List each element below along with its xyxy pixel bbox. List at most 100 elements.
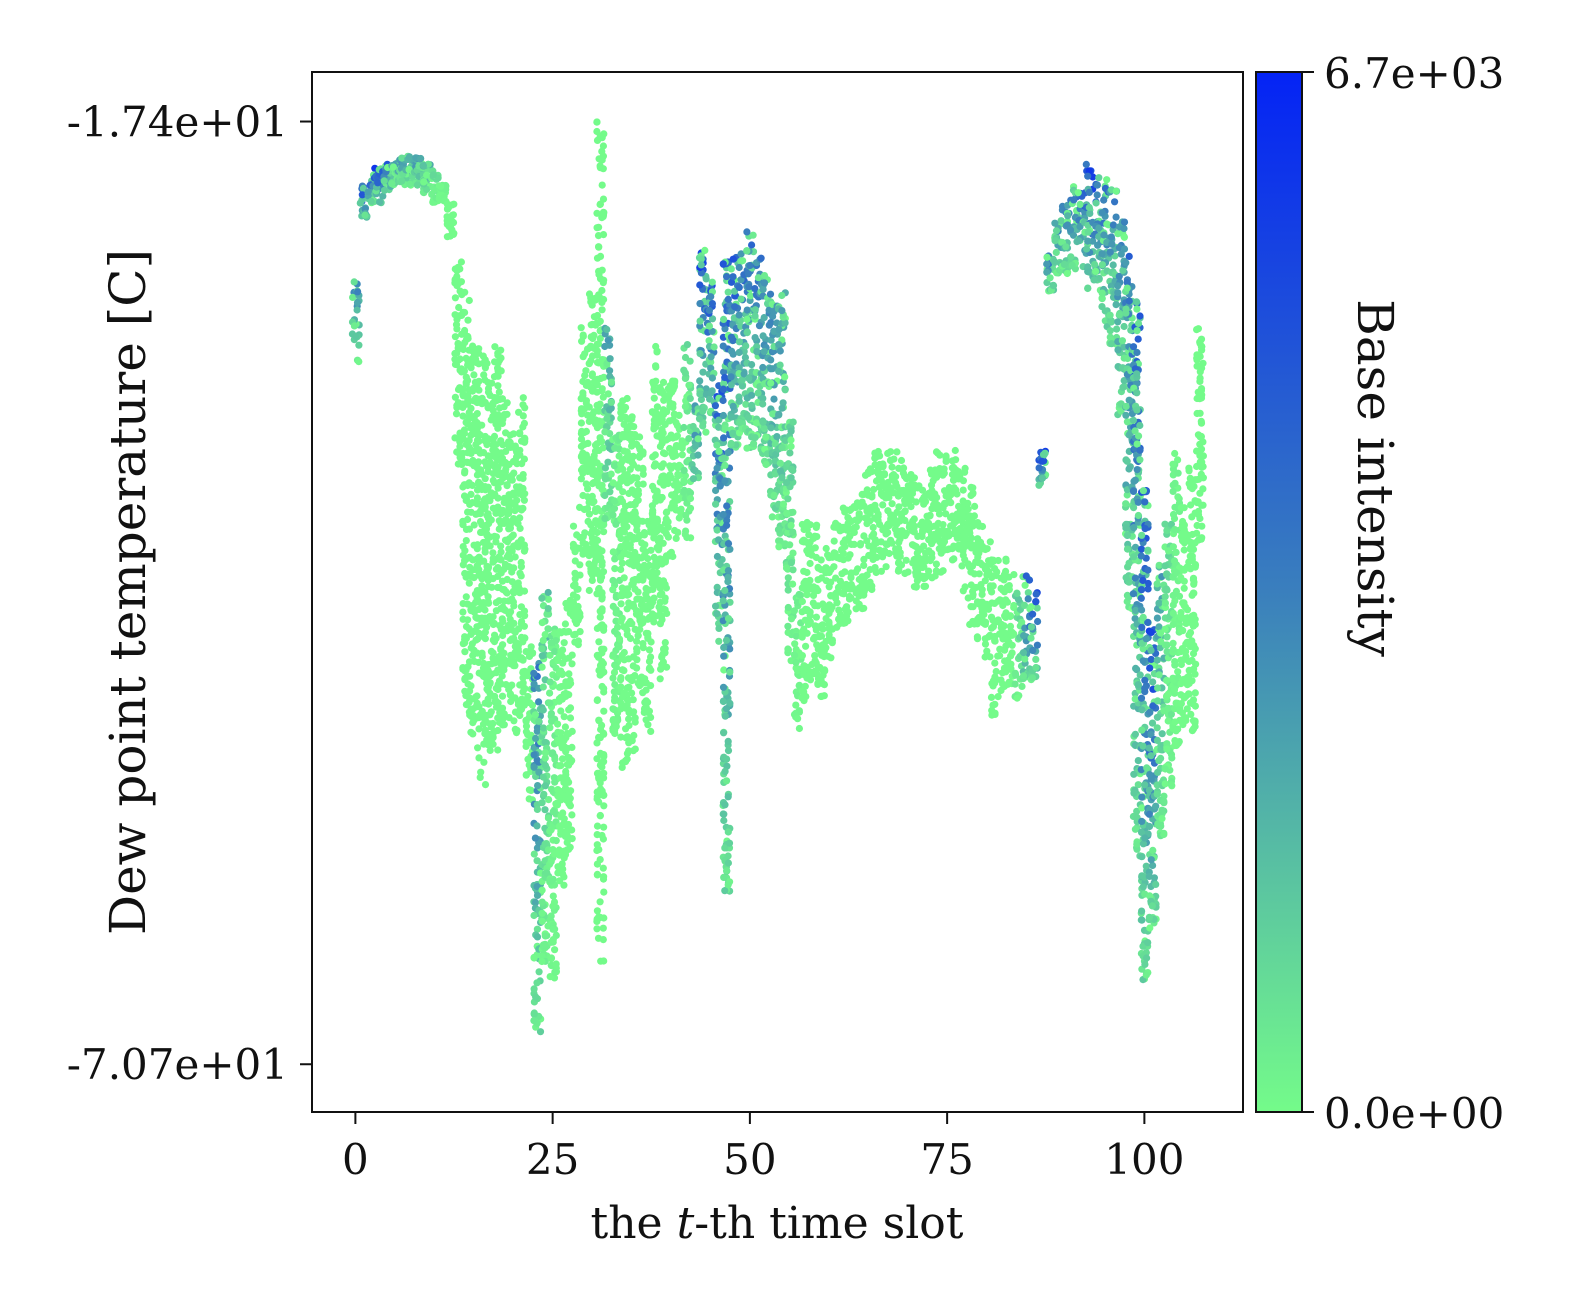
- data-point: [653, 403, 662, 411]
- data-point: [715, 624, 723, 633]
- data-point: [800, 666, 808, 674]
- data-point: [524, 692, 532, 701]
- data-point: [719, 683, 728, 691]
- data-point: [1033, 604, 1041, 612]
- data-point: [593, 696, 602, 704]
- data-point: [870, 485, 878, 494]
- data-point: [1035, 481, 1043, 489]
- data-point: [579, 491, 587, 500]
- data-point: [1021, 581, 1029, 589]
- data-point: [996, 645, 1004, 653]
- data-point: [477, 768, 485, 776]
- data-point: [500, 565, 508, 573]
- data-point: [506, 620, 515, 629]
- data-point: [1032, 598, 1040, 606]
- data-point: [595, 638, 603, 646]
- data-point: [626, 617, 634, 626]
- data-point: [548, 785, 556, 793]
- data-point: [681, 369, 690, 377]
- data-point: [901, 508, 909, 516]
- data-point: [565, 681, 573, 690]
- data-point: [814, 674, 823, 683]
- data-point: [538, 594, 546, 602]
- data-point: [596, 812, 604, 820]
- data-point: [754, 389, 762, 397]
- data-point: [999, 680, 1007, 688]
- data-point: [618, 589, 626, 597]
- data-point: [893, 483, 901, 491]
- data-point: [950, 519, 958, 527]
- data-point: [707, 364, 715, 372]
- data-point: [492, 533, 500, 541]
- data-point: [516, 514, 524, 522]
- data-point: [593, 528, 601, 537]
- data-point: [544, 605, 552, 613]
- data-point: [580, 505, 589, 514]
- data-point: [708, 278, 716, 286]
- data-point: [659, 429, 667, 437]
- data-point: [1004, 636, 1012, 644]
- data-point: [959, 532, 967, 540]
- data-point: [593, 311, 602, 320]
- data-point: [460, 429, 468, 437]
- data-point: [847, 580, 855, 589]
- data-point: [672, 451, 680, 459]
- data-point: [470, 521, 478, 529]
- data-point: [593, 440, 601, 448]
- data-point: [634, 588, 642, 596]
- data-point: [483, 441, 491, 449]
- data-point: [969, 484, 977, 492]
- data-point: [715, 447, 723, 455]
- data-point: [499, 441, 507, 449]
- data-point: [601, 428, 609, 436]
- data-point: [531, 834, 540, 842]
- data-point: [1034, 617, 1042, 626]
- data-point: [787, 559, 796, 567]
- data-point: [452, 410, 461, 418]
- data-point: [918, 486, 927, 494]
- data-point: [464, 616, 472, 624]
- data-point: [530, 1010, 538, 1018]
- data-point: [1043, 268, 1051, 276]
- data-point: [505, 506, 513, 514]
- data-point: [600, 295, 608, 304]
- data-point: [625, 721, 633, 730]
- data-point: [617, 676, 625, 684]
- data-point: [751, 434, 759, 442]
- data-point: [595, 407, 603, 415]
- data-point: [587, 383, 595, 391]
- data-point: [516, 611, 524, 619]
- data-point: [461, 569, 469, 578]
- data-point: [964, 499, 972, 507]
- data-point: [455, 303, 463, 312]
- data-point: [533, 925, 542, 933]
- data-point: [593, 340, 601, 348]
- data-point: [650, 394, 658, 402]
- data-point: [600, 276, 608, 284]
- data-point: [996, 596, 1004, 604]
- data-point: [618, 498, 627, 506]
- data-point: [685, 381, 693, 389]
- data-point: [551, 946, 559, 954]
- data-point: [563, 838, 571, 847]
- data-point: [825, 609, 833, 618]
- data-point: [817, 632, 826, 640]
- data-point: [516, 711, 524, 720]
- data-point: [475, 446, 483, 454]
- data-point: [674, 528, 682, 537]
- data-point: [459, 435, 467, 443]
- data-point: [515, 625, 523, 633]
- data-point: [607, 398, 616, 406]
- data-point: [830, 563, 838, 571]
- data-point: [361, 211, 369, 219]
- data-point: [487, 647, 495, 656]
- data-point: [647, 546, 655, 554]
- data-point: [871, 454, 879, 462]
- data-point: [589, 499, 597, 507]
- data-point: [584, 485, 592, 493]
- data-point: [475, 458, 483, 466]
- data-point: [453, 325, 461, 333]
- data-point: [596, 252, 605, 260]
- data-point: [617, 401, 625, 409]
- data-point: [937, 568, 945, 576]
